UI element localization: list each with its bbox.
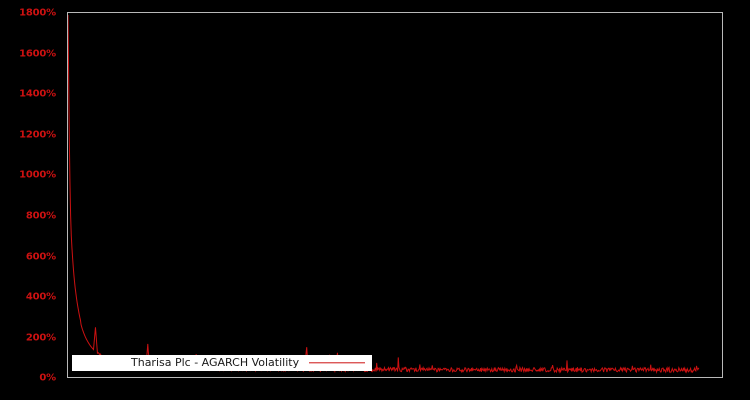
y-tick-label-200: 200% [25,332,56,344]
y-tick-label-1000: 1000% [19,169,56,181]
y-tick-label-1200: 1200% [19,129,56,141]
plot-area [67,12,723,378]
volatility-line [68,15,699,372]
y-axis: 1800% 1600% 1400% 1200% 1000% 800% 600% … [0,0,67,400]
legend-line-sample [309,362,366,364]
y-tick-label-1400: 1400% [19,88,56,100]
volatility-series [68,13,722,377]
y-tick-label-400: 400% [25,291,56,303]
y-tick-label-1800: 1800% [19,7,56,19]
legend: Tharisa Plc - AGARCH Volatility [72,355,373,371]
y-tick-label-0: 0% [39,372,56,384]
y-tick-label-800: 800% [25,210,56,222]
y-tick-label-600: 600% [25,251,56,263]
y-tick-label-1600: 1600% [19,48,56,60]
legend-label: Tharisa Plc - AGARCH Volatility [131,356,300,369]
red-line-swatch [309,356,366,370]
